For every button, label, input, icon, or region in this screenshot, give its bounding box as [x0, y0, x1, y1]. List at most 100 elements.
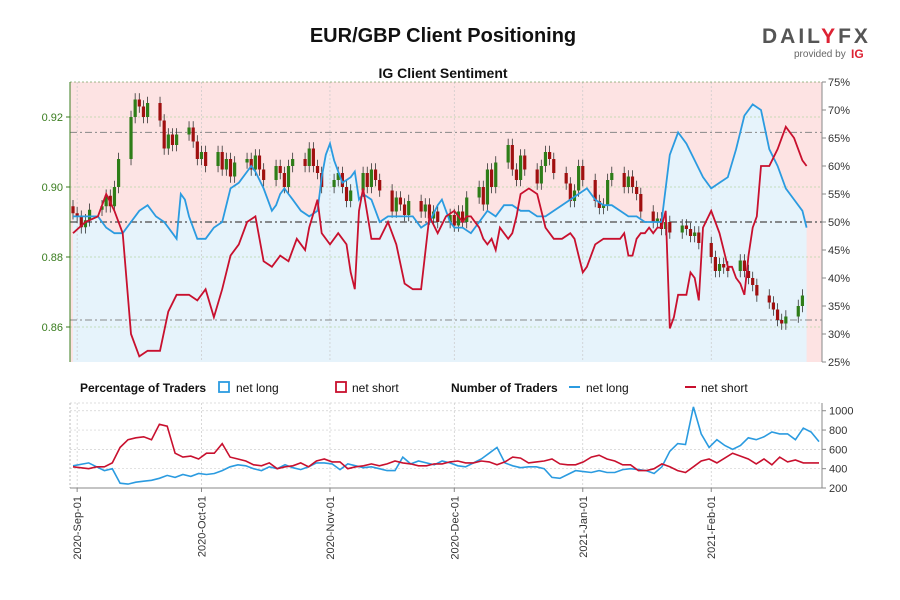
candle-body	[233, 162, 237, 177]
pct-tick-label: 35%	[828, 301, 850, 313]
candle-body	[170, 134, 175, 145]
candle-body	[87, 209, 92, 221]
candle-body	[262, 169, 266, 180]
net-long-area	[73, 104, 807, 363]
candle-body	[709, 243, 713, 257]
candle-body	[452, 215, 456, 226]
candle-body	[610, 173, 614, 180]
pct-tick-label: 70%	[828, 105, 850, 117]
candle-body	[746, 271, 751, 278]
candle-body	[224, 159, 228, 170]
candle-body	[79, 216, 83, 228]
legend-num-heading: Number of Traders	[451, 381, 558, 395]
candle-body	[282, 173, 286, 187]
candle-body	[104, 195, 108, 207]
logo-text-y: Y	[821, 25, 838, 48]
pct-tick-label: 75%	[828, 77, 850, 89]
logo-text-post: FX	[838, 25, 871, 48]
candle-body	[216, 152, 220, 166]
svg-text:DAILYFX: DAILYFX	[762, 25, 871, 48]
price-tick-label: 0.88	[42, 252, 63, 264]
candle-body	[742, 260, 746, 271]
candle-body	[494, 162, 498, 187]
count-tick-label: 800	[829, 425, 847, 437]
net-long-count-line	[72, 406, 820, 485]
candle-body	[577, 166, 581, 191]
count-tick-label: 1000	[829, 406, 853, 418]
candle-body	[137, 99, 141, 107]
candle-body	[481, 187, 485, 205]
net-short-count-line	[72, 423, 819, 474]
candle-body	[593, 180, 597, 201]
candle-body	[568, 183, 572, 201]
x-tick-label: 2020-Sep-01	[72, 496, 84, 560]
pct-tick-label: 25%	[828, 357, 850, 369]
candle-body	[626, 176, 630, 187]
candle-body	[659, 218, 664, 229]
legend: Percentage of Traders net long net short Nu…	[80, 381, 748, 395]
x-tick-label: 2020-Dec-01	[449, 496, 461, 560]
candle-body	[606, 180, 610, 205]
candle-body	[423, 204, 427, 212]
candle-body	[187, 127, 191, 135]
candle-body	[427, 204, 432, 219]
candle-body	[738, 260, 742, 271]
legend-pct-heading: Percentage of Traders	[80, 381, 206, 395]
candle-body	[489, 169, 494, 187]
candle-body	[436, 211, 440, 222]
candle-body	[100, 206, 104, 210]
x-tick-label: 2020-Nov-01	[325, 496, 337, 560]
legend-net-long-swatch	[218, 381, 230, 393]
pct-tick-label: 55%	[828, 189, 850, 201]
candle-body	[373, 169, 378, 180]
x-axis: 2020-Sep-01 2020-Oct-01 2020-Nov-01 2020-De…	[70, 487, 822, 560]
candle-body	[485, 169, 490, 205]
candle-body	[755, 285, 759, 296]
x-tick-label: 2021-Feb-01	[706, 496, 718, 559]
candle-body	[228, 159, 233, 177]
chart-title: EUR/GBP Client Positioning	[310, 25, 576, 47]
candle-body	[800, 295, 805, 306]
candle-body	[780, 320, 784, 324]
pct-tick-label: 30%	[828, 329, 850, 341]
candle-body	[195, 141, 199, 159]
candle-body	[75, 213, 79, 217]
candle-body	[477, 187, 481, 198]
legend-net-short-swatch	[335, 381, 347, 393]
candle-body	[340, 173, 344, 187]
traders-count-panel: 200 400 600 800 1000	[69, 402, 853, 495]
candle-body	[112, 187, 117, 207]
count-tick-label: 600	[829, 444, 847, 456]
price-tick-label: 0.90	[42, 182, 63, 194]
candle-body	[713, 257, 717, 271]
pct-tick-label: 50%	[828, 217, 850, 229]
candle-body	[693, 232, 697, 236]
pct-tick-label: 60%	[828, 161, 850, 173]
candle-body	[751, 278, 755, 285]
candle-body	[369, 169, 373, 187]
candle-body	[278, 166, 282, 173]
chart-subtitle: IG Client Sentiment	[378, 65, 507, 81]
candle-body	[253, 155, 257, 170]
candle-body	[552, 159, 556, 173]
candle-body	[398, 197, 403, 205]
candle-body	[307, 148, 311, 166]
candle-body	[129, 117, 133, 159]
candle-body	[162, 120, 166, 149]
candle-body	[523, 155, 527, 170]
candle-body	[448, 215, 452, 222]
pct-tick-label: 40%	[828, 273, 850, 285]
candle-body	[286, 166, 291, 187]
price-tick-label: 0.92	[42, 112, 63, 124]
price-sentiment-panel: 0.86 0.88 0.90 0.92 25% 30% 35% 40% 45% 50% 55% 60%…	[42, 77, 851, 369]
candle-body	[767, 295, 771, 303]
candle-body	[175, 134, 179, 145]
candle-body	[133, 99, 137, 117]
candle-body	[655, 218, 659, 222]
candle-body	[199, 152, 204, 159]
candle-body	[784, 316, 788, 324]
candle-body	[639, 194, 643, 212]
candle-body	[83, 220, 88, 228]
candle-body	[722, 264, 726, 268]
